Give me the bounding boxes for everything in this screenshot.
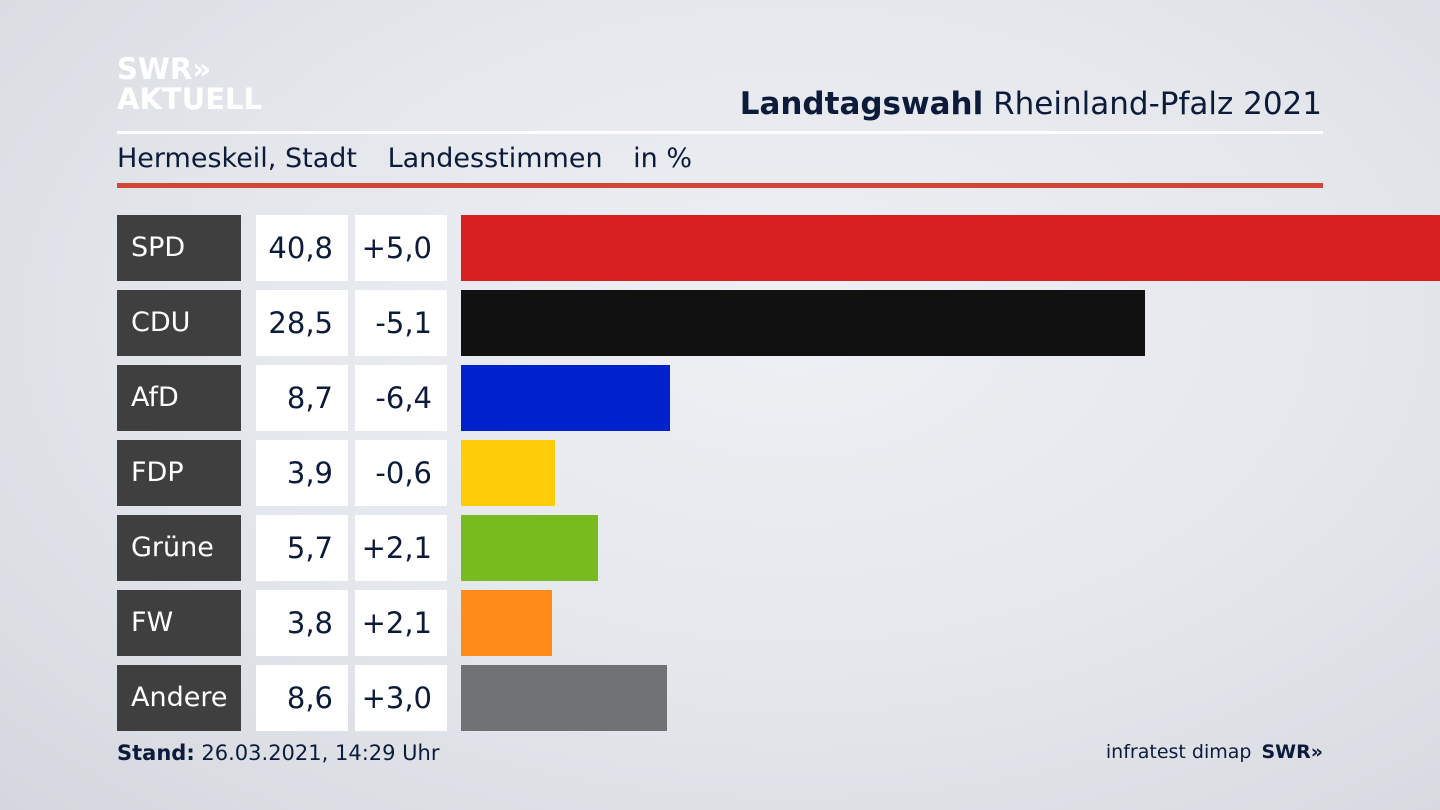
diff-label: -0,6: [355, 440, 447, 506]
subtitle: Hermeskeil, Stadt Landesstimmen in %: [117, 143, 714, 174]
chart-row-cdu: CDU 28,5 -5,1: [117, 290, 1323, 356]
header-divider: [117, 131, 1323, 134]
value-label: 28,5: [256, 290, 348, 356]
timestamp: Stand: 26.03.2021, 14:29 Uhr: [117, 741, 440, 765]
title-rest: Rheinland-Pfalz 2021: [983, 86, 1322, 122]
diff-label: -5,1: [355, 290, 447, 356]
logo-line-2: AKTUELL: [117, 82, 263, 116]
unit-label: in %: [633, 143, 693, 174]
bar-afd: [461, 365, 670, 431]
value-label: 40,8: [256, 215, 348, 281]
page-title: Landtagswahl Rheinland-Pfalz 2021: [740, 86, 1322, 122]
diff-label: +2,1: [355, 590, 447, 656]
party-label: FW: [117, 590, 241, 656]
swr-aktuell-logo: SWR» AKTUELL: [117, 54, 262, 114]
bar-cdu: [461, 290, 1145, 356]
bar-andere: [461, 665, 667, 731]
party-label: AfD: [117, 365, 241, 431]
source-label: infratest dimap: [1105, 741, 1252, 763]
vote-type-label: Landesstimmen: [387, 143, 603, 174]
party-label: CDU: [117, 290, 241, 356]
brand-label: SWR»: [1261, 741, 1323, 763]
chart-row-fw: FW 3,8 +2,1: [117, 590, 1323, 656]
location-label: Hermeskeil, Stadt: [117, 143, 357, 174]
party-label: Grüne: [117, 515, 241, 581]
party-label: FDP: [117, 440, 241, 506]
diff-label: -6,4: [355, 365, 447, 431]
bar-spd: [461, 215, 1440, 281]
value-label: 8,6: [256, 665, 348, 731]
diff-label: +5,0: [355, 215, 447, 281]
value-label: 3,9: [256, 440, 348, 506]
value-label: 3,8: [256, 590, 348, 656]
bar-fdp: [461, 440, 555, 506]
bar-fw: [461, 590, 552, 656]
value-label: 5,7: [256, 515, 348, 581]
subtitle-divider: [117, 183, 1323, 188]
party-label: SPD: [117, 215, 241, 281]
chart-row-afd: AfD 8,7 -6,4: [117, 365, 1323, 431]
bar-grüne: [461, 515, 598, 581]
title-bold: Landtagswahl: [739, 86, 984, 122]
stand-value: 26.03.2021, 14:29 Uhr: [194, 741, 440, 765]
chart-row-spd: SPD 40,8 +5,0: [117, 215, 1440, 281]
diff-label: +3,0: [355, 665, 447, 731]
logo-line-1: SWR»: [117, 52, 211, 86]
source-credit: infratest dimap SWR»: [1106, 741, 1323, 763]
chart-row-grüne: Grüne 5,7 +2,1: [117, 515, 1323, 581]
chart-row-fdp: FDP 3,9 -0,6: [117, 440, 1323, 506]
chart-row-andere: Andere 8,6 +3,0: [117, 665, 1323, 731]
party-label: Andere: [117, 665, 241, 731]
value-label: 8,7: [256, 365, 348, 431]
stand-label: Stand:: [117, 741, 195, 765]
diff-label: +2,1: [355, 515, 447, 581]
